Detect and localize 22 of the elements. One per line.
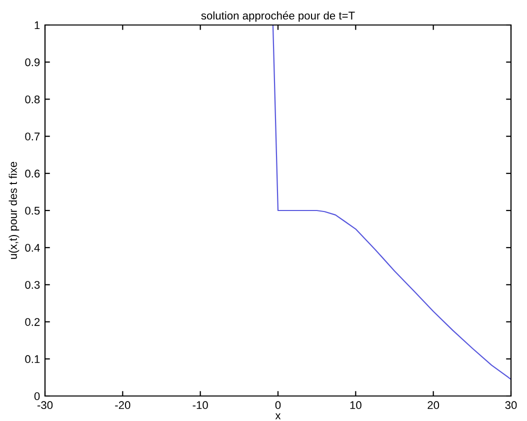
y-tick-label: 0.7 (25, 132, 40, 140)
x-tick-label: -10 (192, 401, 208, 410)
y-tick-label: 0.6 (25, 170, 40, 178)
y-axis-title: u(x,t) pour des t fixe (8, 162, 20, 259)
y-tick-label: 0.3 (25, 280, 40, 289)
line-series (272, 25, 511, 380)
chart-title: solution approchée pour de t=T (201, 11, 355, 22)
x-tick-label: 10 (350, 401, 362, 410)
x-tick-label: 20 (428, 401, 440, 410)
y-tick-label: 0.4 (25, 244, 40, 252)
x-tick-label: -30 (37, 401, 53, 410)
y-tick-label: 0.2 (25, 318, 40, 326)
x-tick-label: 0 (275, 401, 281, 410)
y-tick-label: 0.5 (25, 206, 40, 215)
y-tick-label: 0.1 (25, 355, 40, 364)
y-tick-label: 1 (34, 21, 40, 30)
x-axis-title: x (275, 413, 281, 420)
x-tick-label: -20 (115, 401, 130, 410)
x-tick-label: 30 (505, 401, 517, 410)
y-tick-label: 0.9 (25, 58, 40, 66)
y-tick-label: 0 (34, 392, 40, 400)
y-tick-label: 0.8 (25, 95, 40, 104)
